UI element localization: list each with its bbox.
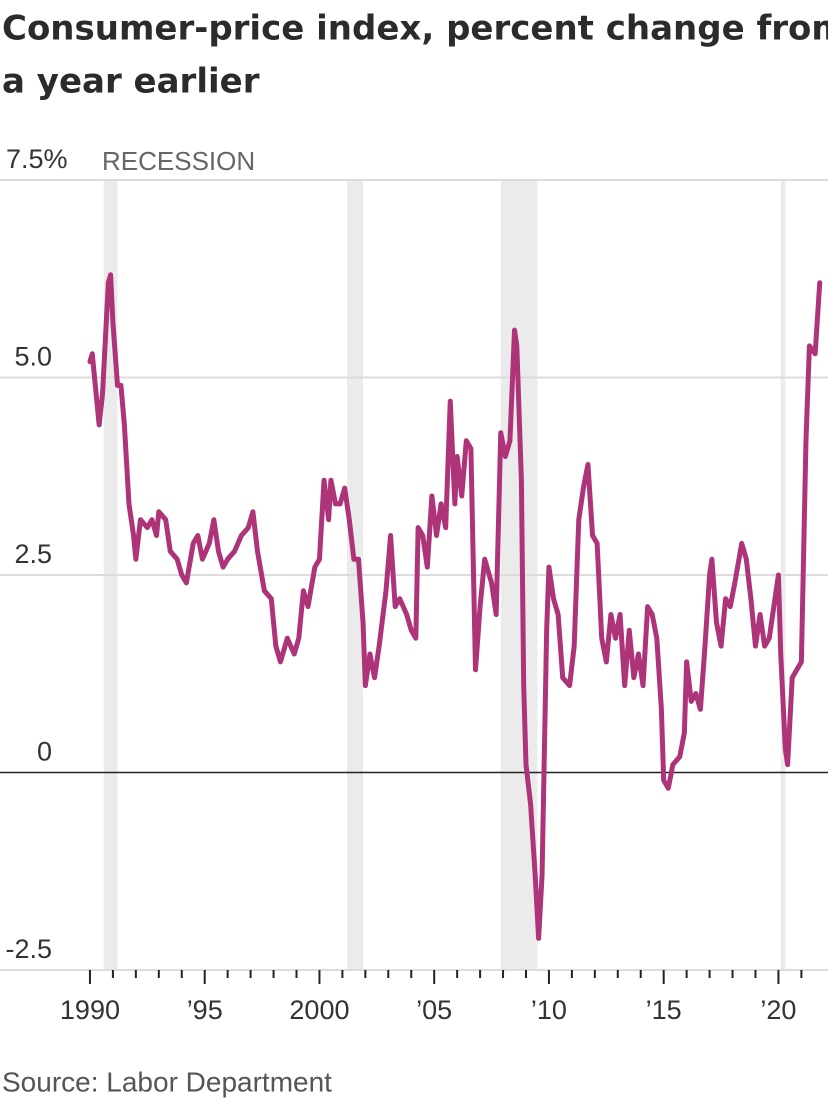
x-tick-label: 2000	[289, 995, 349, 1025]
y-tick-label: 5.0	[14, 342, 52, 372]
cpi-line	[87, 272, 823, 941]
recession-label: RECESSION	[102, 146, 255, 176]
chart-title: Consumer-price index, percent change fro…	[2, 9, 828, 49]
y-tick-label: 2.5	[14, 539, 52, 569]
y-tick-label: 7.5%	[6, 144, 68, 174]
x-tick-label: ’05	[416, 995, 452, 1025]
source: Source: Labor Department	[2, 1066, 332, 1097]
chart-title-line2: a year earlier	[2, 62, 260, 102]
y-tick-label: 0	[37, 737, 52, 767]
x-tick-label: 1990	[60, 995, 120, 1025]
y-tick-label: -2.5	[5, 934, 52, 964]
x-tick-label: ’20	[760, 995, 796, 1025]
x-tick-label: ’15	[646, 995, 682, 1025]
x-tick-label: ’10	[531, 995, 567, 1025]
x-tick-label: ’95	[187, 995, 223, 1025]
